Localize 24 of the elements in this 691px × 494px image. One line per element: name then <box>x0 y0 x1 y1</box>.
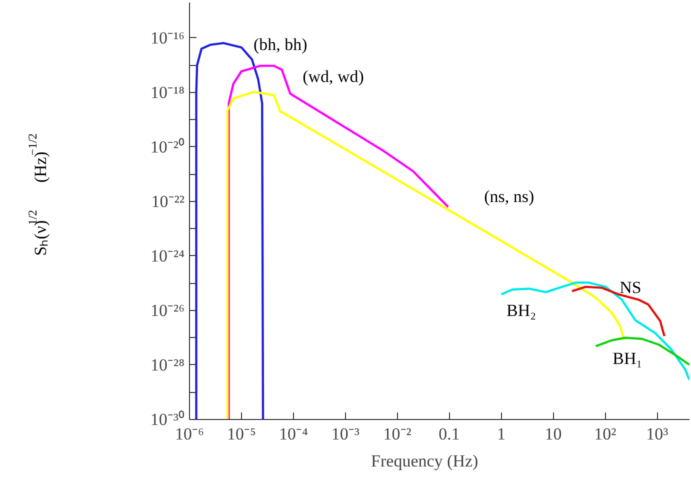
x-tick-label: 10⁻⁵ <box>226 424 256 444</box>
series-label: (wd, wd) <box>302 67 364 86</box>
x-tick-label: 1 <box>496 424 506 444</box>
y-tick-label: 10⁻²⁸ <box>150 355 185 374</box>
x-tick-label: 0.1 <box>438 424 460 444</box>
series-label: BH₁ <box>612 349 642 368</box>
y-tick-label: 10⁻²⁴ <box>150 246 185 266</box>
series-label: (ns, ns) <box>484 187 534 206</box>
x-tick-label: 10⁻³ <box>331 424 360 444</box>
text: Sₕ(ν)1/2 (Hz)−1/2 <box>26 133 50 256</box>
y-tick-label: 10⁻¹⁶ <box>150 28 185 48</box>
y-tick-label: 10⁻¹⁸ <box>150 82 185 102</box>
series-label: (bh, bh) <box>253 34 308 54</box>
x-tick-label: 10² <box>594 424 616 444</box>
series-label: BH₂ <box>506 300 536 320</box>
series-label: NS <box>620 278 642 298</box>
y-tick-label: 10⁻²⁶ <box>150 300 185 320</box>
x-axis-title: Frequency (Hz) <box>371 452 478 470</box>
x-tick-label: 10 <box>544 424 562 444</box>
y-tick-label: 10⁻²² <box>151 192 185 211</box>
x-tick-label: 10³ <box>646 424 668 444</box>
x-tick-label: 10⁻² <box>383 424 412 444</box>
y-tick-label: 10⁻²⁰ <box>150 137 185 156</box>
x-tick-label: 10⁻⁴ <box>278 424 308 444</box>
